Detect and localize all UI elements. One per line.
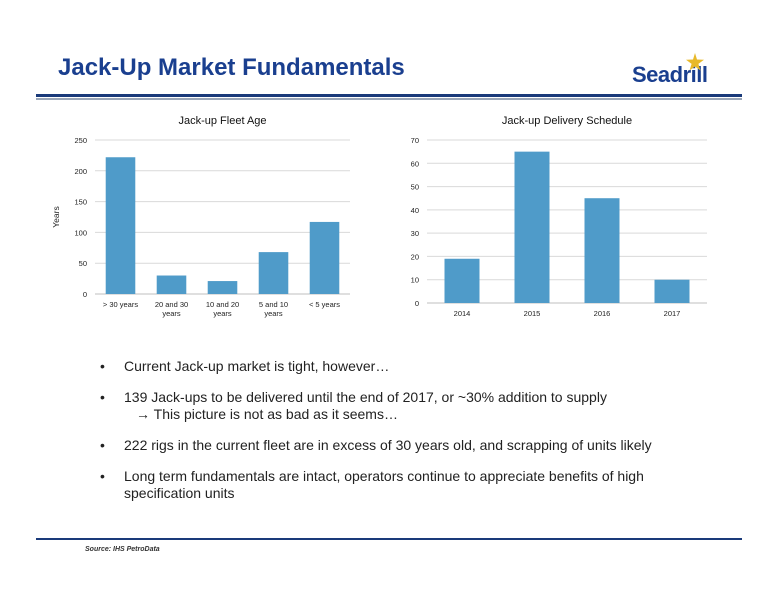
bar bbox=[258, 252, 289, 294]
header-rule-light bbox=[36, 98, 742, 100]
x-tick-label: > 30 years bbox=[103, 300, 138, 309]
bullet-item: • 139 Jack-ups to be delivered until the… bbox=[100, 389, 700, 423]
y-tick-label: 20 bbox=[411, 252, 419, 261]
bullet-text: 139 Jack-ups to be delivered until the e… bbox=[124, 389, 607, 405]
star-icon bbox=[686, 53, 704, 71]
y-tick-label: 40 bbox=[411, 206, 419, 215]
bullet-item: • 222 rigs in the current fleet are in e… bbox=[100, 437, 700, 454]
x-tick-label: < 5 years bbox=[309, 300, 340, 309]
bullet-item: • Long term fundamentals are intact, ope… bbox=[100, 468, 700, 502]
bullet-text: Long term fundamentals are intact, opera… bbox=[124, 468, 644, 501]
y-tick-label: 0 bbox=[83, 290, 87, 299]
x-tick-label: 5 and 10 bbox=[259, 300, 288, 309]
bar bbox=[514, 151, 550, 303]
y-tick-label: 150 bbox=[74, 198, 87, 207]
bullet-text: 222 rigs in the current fleet are in exc… bbox=[124, 437, 652, 453]
y-tick-label: 250 bbox=[74, 136, 87, 145]
x-tick-label: 2015 bbox=[524, 309, 541, 318]
bullet-list: • Current Jack-up market is tight, howev… bbox=[100, 358, 700, 516]
y-tick-label: 70 bbox=[411, 136, 419, 145]
bar bbox=[105, 157, 136, 294]
fleet-age-chart: Jack-up Fleet Age 0 50 100 150 200 250 Years > 3… bbox=[51, 115, 350, 318]
bullet-subtext: → This picture is not as bad as it seems… bbox=[136, 406, 398, 422]
footer-rule bbox=[36, 538, 742, 540]
header-rule bbox=[36, 94, 742, 97]
x-tick-label: years bbox=[264, 309, 283, 318]
x-tick-label: 2016 bbox=[594, 309, 611, 318]
x-tick-label: 10 and 20 bbox=[206, 300, 239, 309]
bar bbox=[309, 221, 340, 294]
y-axis-label: Years bbox=[51, 206, 61, 227]
y-tick-label: 10 bbox=[411, 276, 419, 285]
x-tick-label: years bbox=[213, 309, 232, 318]
page-title: Jack-Up Market Fundamentals bbox=[58, 54, 405, 81]
y-tick-label: 100 bbox=[74, 228, 87, 237]
seadrill-logo: Seadrill bbox=[620, 52, 730, 92]
bar bbox=[654, 279, 690, 303]
bullet-dot: • bbox=[100, 389, 105, 405]
bar bbox=[207, 281, 238, 294]
bullet-dot: • bbox=[100, 437, 105, 453]
chart-title: Jack-up Fleet Age bbox=[178, 115, 266, 127]
x-tick-label: 2014 bbox=[454, 309, 471, 318]
bullet-text: Current Jack-up market is tight, however… bbox=[124, 358, 390, 374]
y-tick-label: 60 bbox=[411, 159, 419, 168]
delivery-schedule-chart: Jack-up Delivery Schedule 0 10 20 30 40 50 60 70… bbox=[411, 115, 707, 318]
bullet-dot: • bbox=[100, 468, 105, 484]
y-tick-label: 200 bbox=[74, 167, 87, 176]
bar bbox=[444, 258, 480, 303]
y-tick-label: 30 bbox=[411, 229, 419, 238]
y-tick-label: 0 bbox=[415, 299, 419, 308]
x-tick-label: years bbox=[162, 309, 181, 318]
bar bbox=[584, 198, 620, 303]
x-tick-label: 2017 bbox=[664, 309, 681, 318]
bullet-item: • Current Jack-up market is tight, howev… bbox=[100, 358, 700, 375]
source-note: Source: IHS PetroData bbox=[85, 546, 160, 553]
x-tick-label: 20 and 30 bbox=[155, 300, 188, 309]
bullet-dot: • bbox=[100, 358, 105, 374]
chart-title: Jack-up Delivery Schedule bbox=[502, 115, 632, 127]
y-tick-label: 50 bbox=[411, 183, 419, 192]
bar bbox=[156, 275, 187, 294]
y-tick-label: 50 bbox=[79, 259, 87, 268]
